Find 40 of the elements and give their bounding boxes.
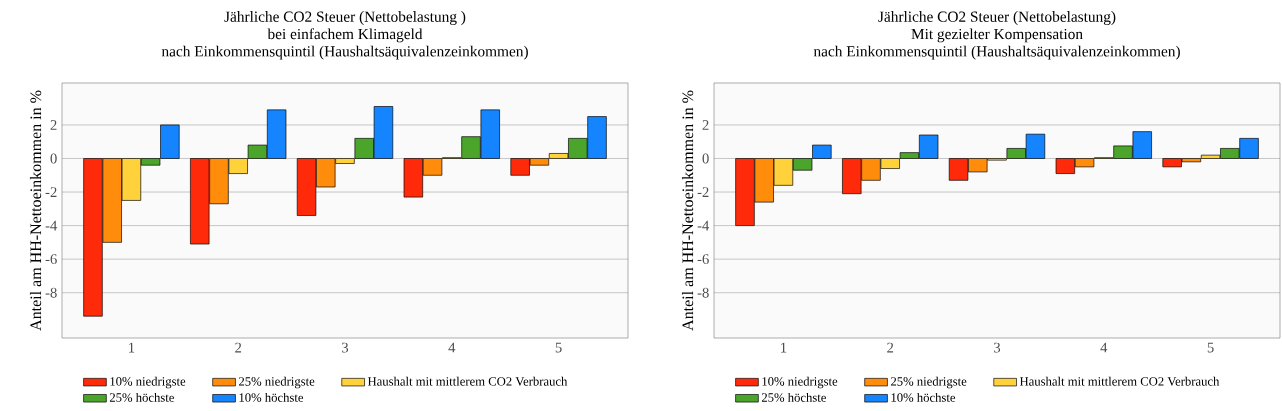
y-tick-label: -6: [45, 254, 57, 265]
legend-label: 10% höchste: [891, 392, 956, 402]
x-tick-label: 3: [994, 342, 1001, 353]
chart-title: Jährliche CO2 Steuer (Nettobelastung): [878, 11, 1116, 25]
y-axis-title: Anteil am HH-Nettoeinkommen in %: [681, 90, 694, 331]
y-tick-label: -4: [45, 220, 58, 231]
legend-label: Haushalt mit mittlerem CO2 Verbrauch: [367, 376, 568, 386]
y-tick-label: -6: [697, 254, 709, 265]
x-tick-label: 2: [887, 342, 894, 353]
y-tick-label: -2: [45, 187, 57, 197]
chart-title: Jährliche CO2 Steuer (Nettobelastung ): [224, 11, 466, 25]
y-tick-label: 0: [50, 153, 57, 164]
legend-label: 25% höchste: [109, 392, 174, 402]
legend-label: 10% höchste: [239, 392, 304, 402]
legend-label: 25% niedrigste: [239, 376, 315, 389]
x-tick-label: 4: [1100, 342, 1108, 353]
legend-label: 25% höchste: [761, 392, 826, 402]
text: Mit gezielter Kompensation: [911, 28, 1083, 43]
x-tick-label: 5: [555, 342, 562, 353]
x-tick-label: 1: [129, 342, 135, 353]
y-tick-label: 2: [50, 120, 57, 130]
legend-label: 25% niedrigste: [891, 376, 967, 389]
x-tick-label: 3: [342, 342, 349, 353]
y-tick-label: -4: [697, 220, 710, 231]
y-tick-label: -8: [45, 287, 57, 298]
y-tick-label: 2: [702, 120, 709, 130]
x-tick-label: 5: [1207, 342, 1214, 353]
text: nach Einkommensquintil (Haushaltsäquivalenzeinkommen): [813, 45, 1180, 60]
text: bei einfachem Klimageld: [267, 28, 423, 43]
x-tick-label: 1: [781, 342, 787, 353]
legend-label: 10% niedrigste: [110, 376, 186, 389]
y-tick-label: 0: [702, 153, 709, 164]
y-tick-label: -8: [697, 287, 709, 298]
legend-label: 10% niedrigste: [762, 376, 838, 389]
x-tick-label: 2: [235, 342, 242, 353]
y-axis-title: Anteil am HH-Nettoeinkommen in %: [29, 90, 42, 331]
legend-label: Haushalt mit mittlerem CO2 Verbrauch: [1019, 376, 1220, 386]
x-tick-label: 4: [448, 342, 456, 353]
text: nach Einkommensquintil (Haushaltsäquivalenzeinkommen): [161, 45, 528, 60]
y-tick-label: -2: [697, 187, 709, 197]
